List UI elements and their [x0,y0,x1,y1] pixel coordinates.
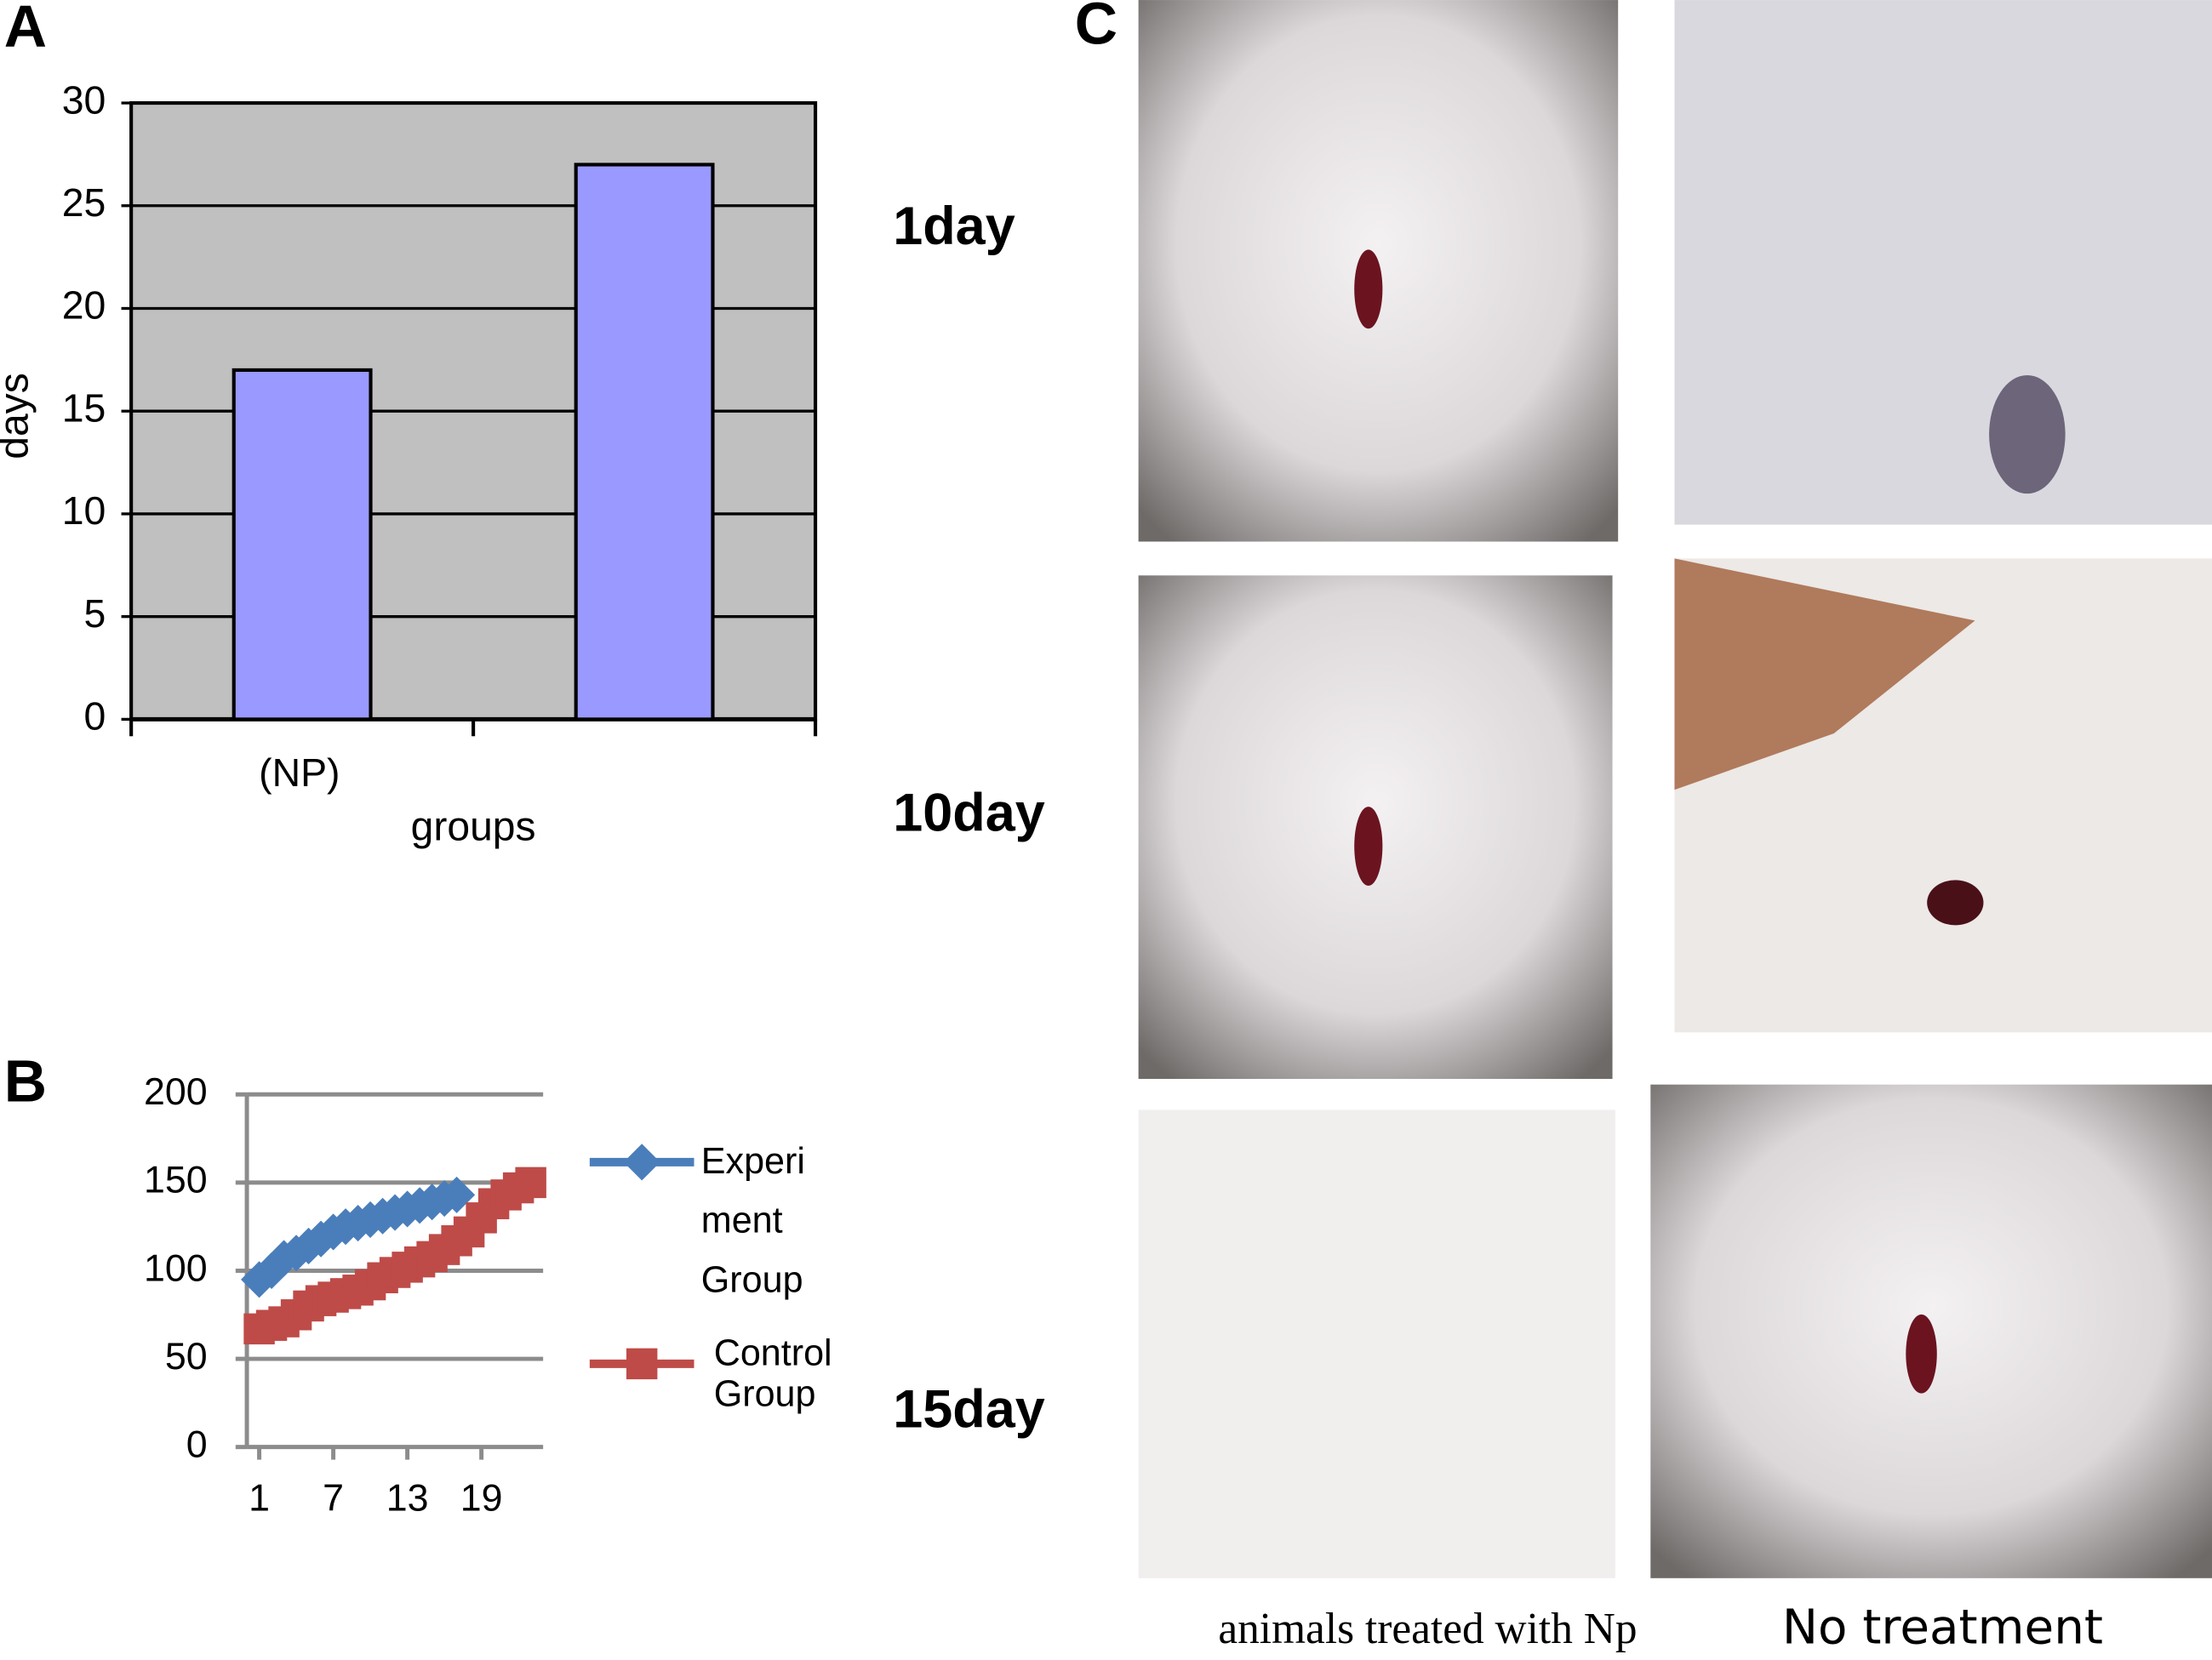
panel-label: A [4,0,47,60]
panel-label: C [1075,0,1117,57]
panel-label: B [4,1048,47,1115]
y-tick-label: 0 [84,694,106,739]
wound [1354,807,1383,886]
x-tick-label: (NP) [259,750,340,795]
x-tick-label: 13 [386,1476,429,1519]
wound [1989,374,2066,494]
legend-label: Control Group [713,1332,832,1415]
legend-entry: Experiment Group [700,1139,805,1301]
y-tick-label: 100 [144,1246,208,1289]
y-axis-title: days [0,373,37,459]
y-tick-label: 15 [62,385,106,430]
marker [438,1176,476,1213]
y-tick-label: 0 [186,1423,208,1465]
row-label: 1day [893,197,1015,256]
y-tick-label: 50 [165,1335,208,1378]
wound [1906,1314,1937,1394]
y-tick-label: 10 [62,488,106,533]
x-axis-title: groups [411,803,536,849]
hand [1674,558,1975,790]
bar [574,163,715,722]
column-caption: No treatment [1782,1600,2103,1656]
y-tick-label: 150 [144,1159,208,1201]
photo [1138,1110,1615,1578]
y-tick-label: 200 [144,1070,208,1113]
y-tick-label: 20 [62,283,106,328]
y-tick-label: 5 [84,591,106,636]
wound [1927,880,1984,926]
y-tick-label: 25 [62,180,106,225]
x-tick-label: 7 [323,1476,344,1519]
wound [1354,249,1383,329]
photo [1674,0,2212,525]
column-caption: animals treated with Np [1218,1605,1637,1653]
row-label: 15day [893,1380,1045,1440]
photos [1138,0,2212,1578]
marker [515,1167,546,1199]
marker [626,1348,658,1380]
legend-entry: Control Group [713,1332,832,1415]
bar [231,368,373,722]
row-label: 10day [893,783,1045,842]
x-tick-label: 19 [460,1476,503,1519]
x-tick-label: 1 [249,1476,270,1519]
marker [623,1144,660,1181]
legend-label: Experiment Group [700,1139,805,1301]
y-tick-label: 30 [62,77,106,122]
